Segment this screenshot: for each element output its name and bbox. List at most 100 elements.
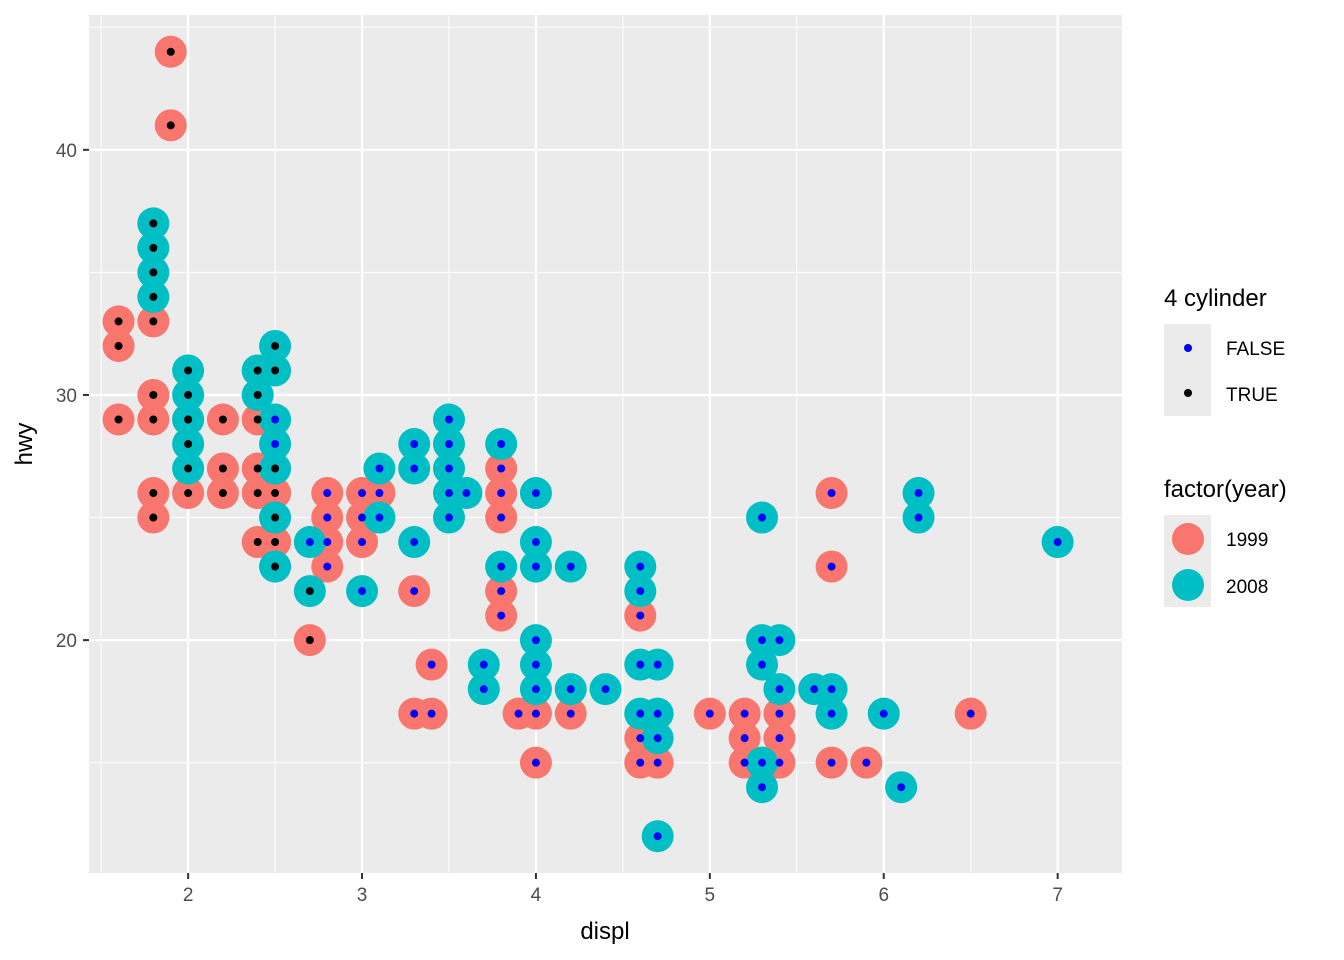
point-cylinder-FALSE — [497, 489, 506, 498]
point-cylinder-FALSE — [531, 489, 540, 498]
point-cylinder-FALSE — [410, 709, 419, 718]
legend-year: factor(year) 1999 2008 — [1164, 476, 1287, 607]
point-cylinder-FALSE — [531, 709, 540, 718]
legend-cylinder-title: 4 cylinder — [1164, 285, 1267, 312]
point-cylinder-FALSE — [444, 489, 453, 498]
point-cylinder-FALSE — [827, 562, 836, 571]
x-tick-label: 3 — [357, 885, 368, 906]
point-cylinder-TRUE — [271, 538, 280, 547]
point-cylinder-FALSE — [758, 636, 767, 645]
point-cylinder-FALSE — [271, 440, 280, 448]
point-cylinder-FALSE — [375, 489, 384, 498]
point-cylinder-TRUE — [149, 513, 158, 522]
point-cylinder-TRUE — [271, 464, 280, 473]
point-cylinder-TRUE — [166, 121, 175, 130]
legend-cylinder: 4 cylinder FALSE TRUE — [1164, 285, 1285, 416]
point-cylinder-TRUE — [271, 489, 280, 498]
point-cylinder-FALSE — [497, 587, 506, 596]
point-cylinder-FALSE — [427, 660, 436, 669]
point-cylinder-TRUE — [184, 440, 193, 448]
legend-key-2008 — [1172, 569, 1204, 601]
point-cylinder-FALSE — [810, 685, 819, 694]
point-cylinder-TRUE — [218, 415, 227, 424]
major-gridlines — [89, 15, 1122, 873]
legend-key-true — [1184, 389, 1192, 397]
legend-key-false — [1184, 344, 1192, 352]
point-cylinder-FALSE — [566, 709, 575, 718]
point-cylinder-FALSE — [410, 464, 419, 473]
legend-year-title: factor(year) — [1164, 476, 1287, 503]
point-cylinder-TRUE — [114, 317, 123, 326]
point-cylinder-TRUE — [305, 587, 314, 596]
point-cylinder-FALSE — [758, 783, 767, 792]
point-cylinder-FALSE — [653, 832, 662, 841]
legend-label-1999: 1999 — [1226, 530, 1268, 551]
point-cylinder-FALSE — [497, 440, 506, 448]
point-cylinder-FALSE — [566, 685, 575, 694]
point-cylinder-FALSE — [427, 709, 436, 718]
y-axis: 20 30 40 — [56, 141, 89, 652]
point-cylinder-TRUE — [253, 538, 262, 547]
point-cylinder-FALSE — [775, 734, 784, 743]
point-cylinder-FALSE — [497, 562, 506, 571]
point-cylinder-FALSE — [758, 660, 767, 669]
legend-label-true: TRUE — [1226, 385, 1278, 406]
point-cylinder-FALSE — [827, 489, 836, 498]
point-cylinder-TRUE — [271, 513, 280, 522]
point-cylinder-FALSE — [775, 636, 784, 645]
point-cylinder-FALSE — [462, 489, 471, 498]
point-cylinder-FALSE — [358, 513, 367, 522]
point-cylinder-TRUE — [149, 489, 158, 498]
y-tick-label: 20 — [56, 631, 77, 652]
y-tick-label: 40 — [56, 141, 77, 162]
point-cylinder-FALSE — [305, 538, 314, 547]
x-tick-label: 7 — [1052, 885, 1063, 906]
point-cylinder-TRUE — [114, 341, 123, 350]
point-cylinder-TRUE — [184, 366, 193, 375]
point-cylinder-TRUE — [305, 636, 314, 645]
point-cylinder-TRUE — [218, 464, 227, 473]
point-cylinder-FALSE — [636, 709, 645, 718]
point-cylinder-FALSE — [497, 513, 506, 522]
point-cylinder-FALSE — [636, 660, 645, 669]
point-cylinder-TRUE — [149, 268, 158, 277]
point-cylinder-TRUE — [149, 292, 158, 301]
x-tick-label: 2 — [183, 885, 194, 906]
point-cylinder-FALSE — [531, 538, 540, 547]
x-tick-label: 6 — [878, 885, 889, 906]
point-cylinder-FALSE — [479, 660, 488, 669]
point-cylinder-FALSE — [897, 783, 906, 792]
y-tick-label: 30 — [56, 386, 77, 407]
point-cylinder-FALSE — [358, 587, 367, 596]
point-cylinder-TRUE — [253, 366, 262, 375]
point-cylinder-FALSE — [410, 587, 419, 596]
point-cylinder-FALSE — [827, 758, 836, 767]
point-cylinder-FALSE — [566, 562, 575, 571]
point-cylinder-FALSE — [705, 709, 714, 718]
point-cylinder-FALSE — [323, 562, 332, 571]
point-cylinder-FALSE — [497, 611, 506, 620]
point-cylinder-FALSE — [636, 734, 645, 743]
y-axis-title: hwy — [11, 423, 38, 466]
point-cylinder-FALSE — [775, 709, 784, 718]
point-cylinder-FALSE — [444, 415, 453, 424]
point-cylinder-TRUE — [253, 489, 262, 498]
point-cylinder-FALSE — [323, 538, 332, 547]
point-cylinder-TRUE — [166, 47, 175, 56]
point-cylinder-FALSE — [862, 758, 871, 767]
point-cylinder-TRUE — [149, 219, 158, 228]
point-cylinder-FALSE — [827, 685, 836, 694]
point-cylinder-TRUE — [253, 415, 262, 424]
point-cylinder-FALSE — [775, 758, 784, 767]
point-cylinder-FALSE — [531, 685, 540, 694]
x-tick-label: 5 — [705, 885, 716, 906]
point-cylinder-FALSE — [653, 660, 662, 669]
cylinder-points — [114, 47, 1062, 841]
point-cylinder-TRUE — [271, 341, 280, 350]
point-cylinder-FALSE — [358, 489, 367, 498]
point-cylinder-TRUE — [114, 415, 123, 424]
point-cylinder-TRUE — [184, 464, 193, 473]
point-cylinder-TRUE — [218, 489, 227, 498]
legend-label-false: FALSE — [1226, 339, 1285, 360]
